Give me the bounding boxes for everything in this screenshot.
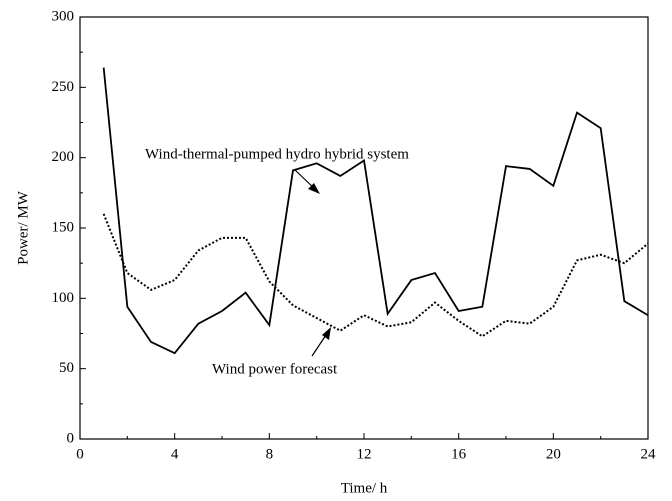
y-tick-label: 0 <box>67 430 75 446</box>
line-series <box>102 213 649 338</box>
annotation-arrow <box>311 327 331 357</box>
plot-frame <box>79 16 649 440</box>
x-tick-label: 12 <box>357 446 372 462</box>
x-tick-label: 8 <box>266 446 274 462</box>
y-tick-label: 200 <box>52 149 75 165</box>
x-axis-label: Time/ h <box>341 480 388 496</box>
x-tick-label: 4 <box>171 446 179 462</box>
annotation: Wind power forecast <box>212 361 338 377</box>
y-axis-label: Power/ MW <box>15 190 31 265</box>
x-tick-label: 16 <box>451 446 467 462</box>
annotation-arrow <box>294 169 320 194</box>
x-tick-label: 0 <box>76 446 84 462</box>
line-series <box>102 67 649 355</box>
x-tick-label: 24 <box>641 446 657 462</box>
y-tick-label: 150 <box>52 219 75 235</box>
annotation: Wind-thermal-pumped hydro hybrid system <box>145 146 409 162</box>
y-tick-label: 250 <box>52 79 75 95</box>
x-tick-label: 20 <box>546 446 561 462</box>
y-tick-label: 50 <box>59 360 74 376</box>
y-tick-label: 100 <box>52 290 75 306</box>
y-tick-label: 300 <box>52 8 75 24</box>
